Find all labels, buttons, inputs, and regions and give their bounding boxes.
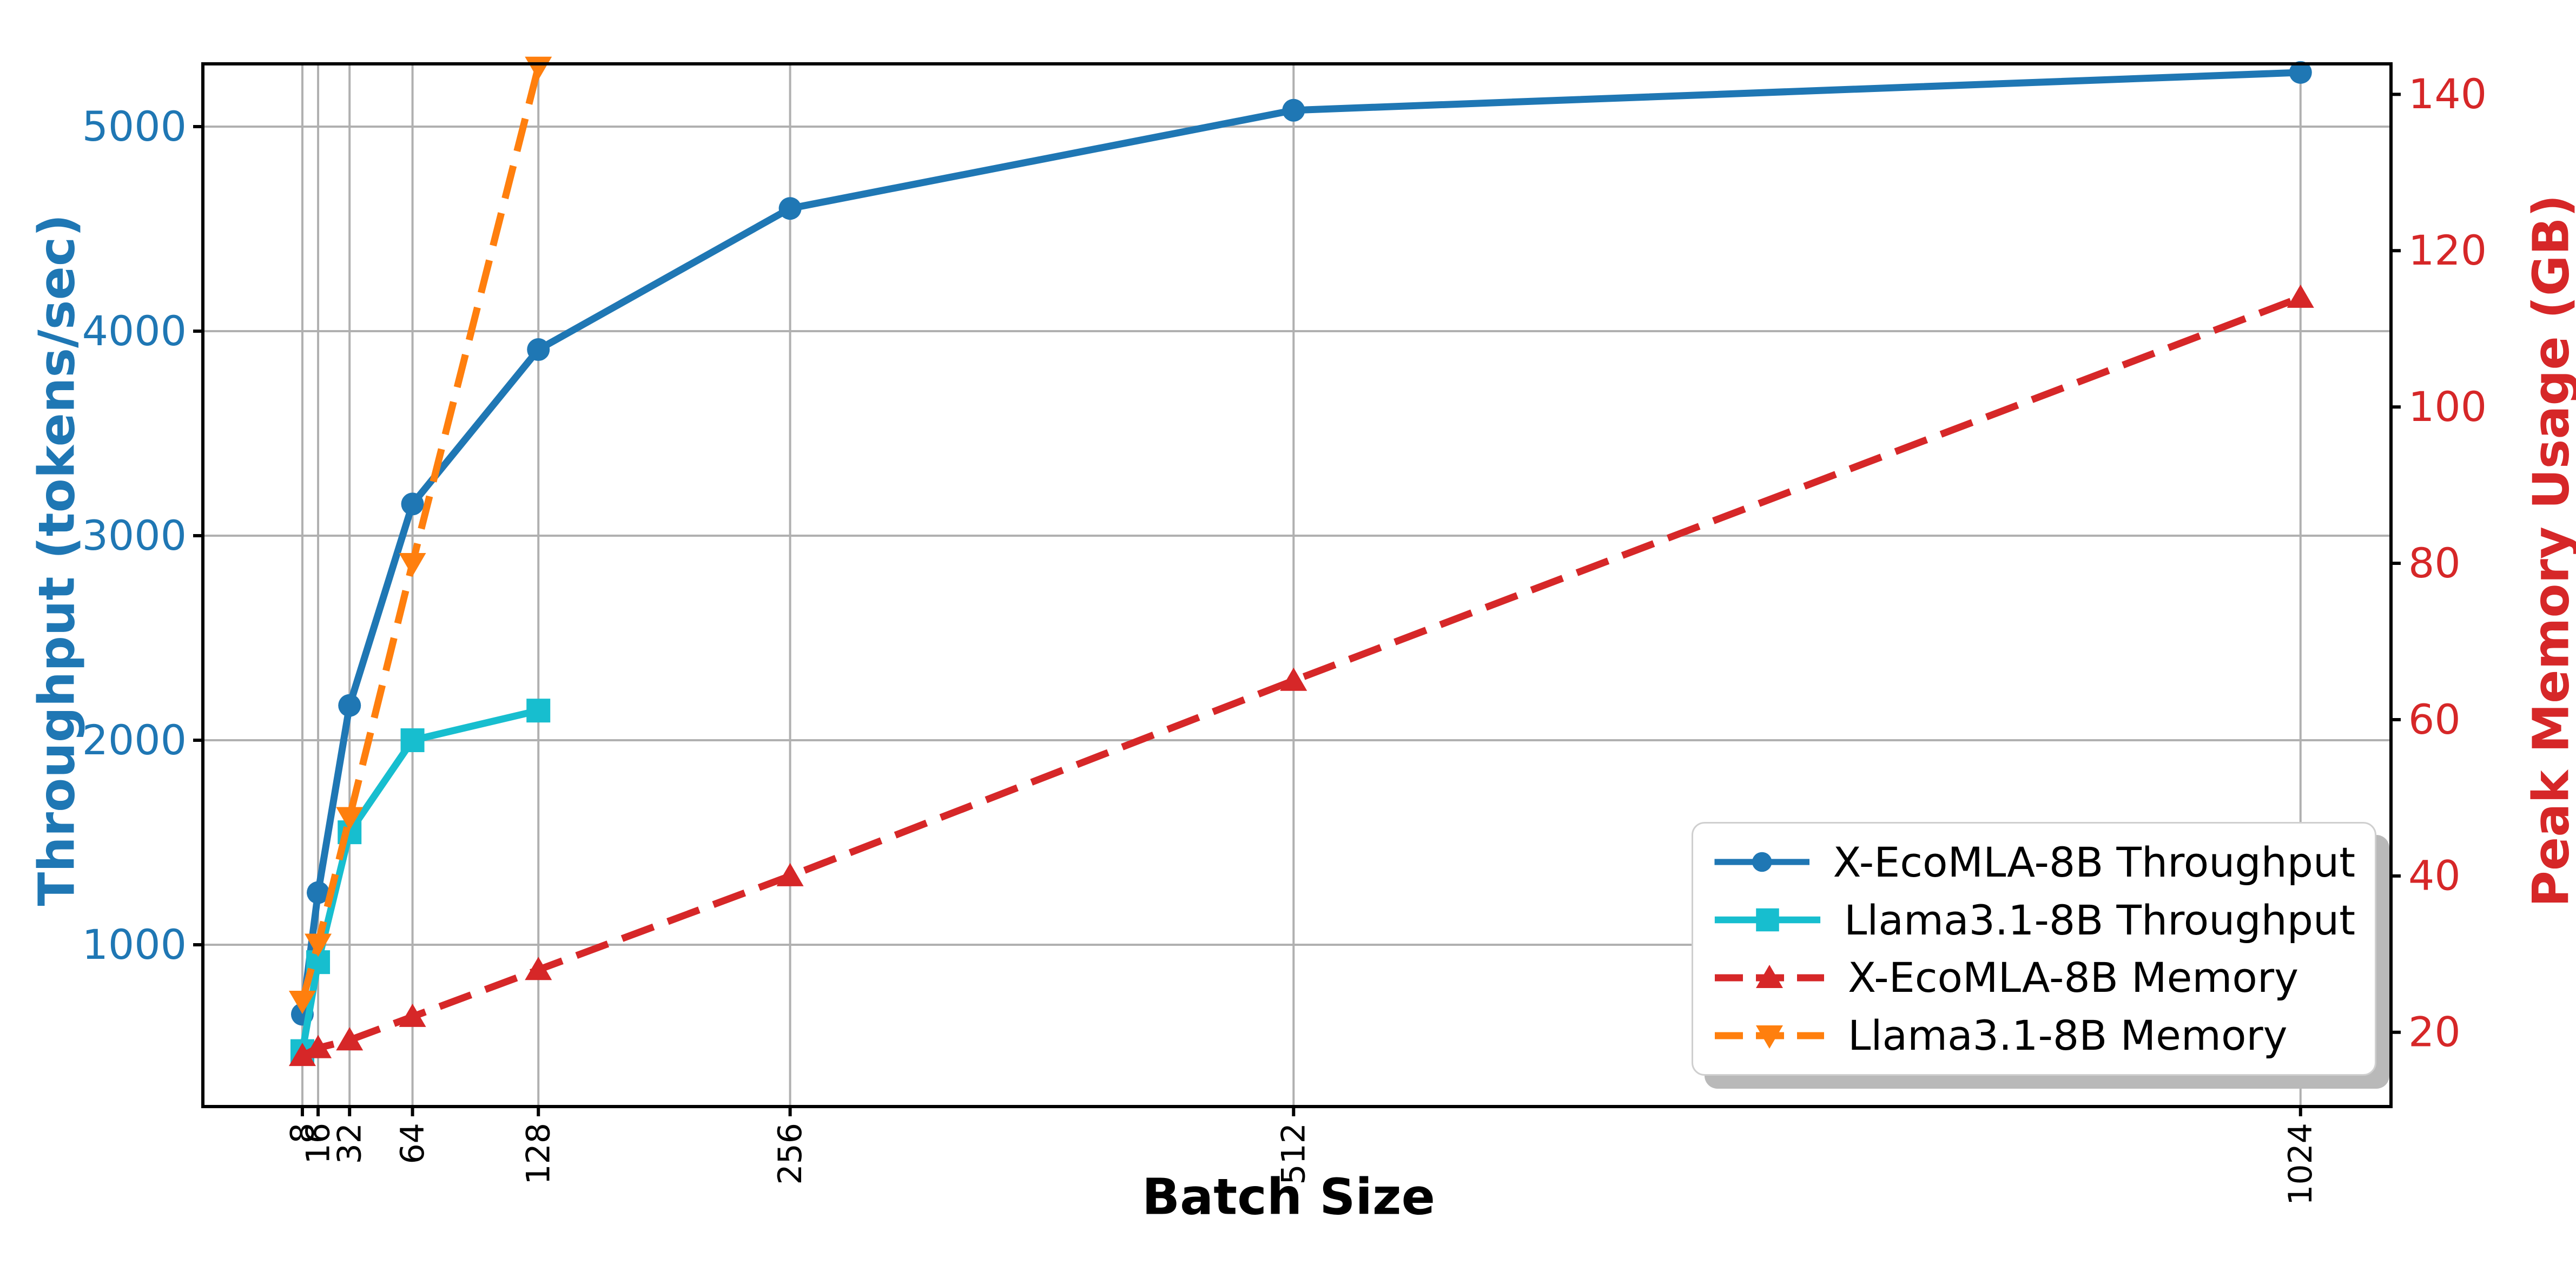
legend-glyph-square-icon	[1714, 908, 1821, 932]
series-marker-x-ecomla-8b-throughput	[527, 338, 550, 361]
series-marker-llama3-1-8b-memory	[336, 807, 364, 831]
y-axis-title-right: Peak Memory Usage (GB)	[2522, 194, 2576, 907]
series-marker-x-ecomla-8b-memory	[2287, 284, 2314, 308]
series-marker-x-ecomla-8b-memory	[525, 957, 552, 980]
x-tick-label: 16	[299, 1123, 337, 1164]
series-marker-x-ecomla-8b-memory	[305, 1035, 332, 1058]
y-right-tick-label: 100	[2408, 383, 2487, 431]
y-right-tick-label: 60	[2408, 695, 2461, 743]
y-right-tick-label: 120	[2408, 226, 2487, 274]
legend-glyph-triangle-up-icon	[1715, 964, 1824, 988]
series-marker-llama3-1-8b-throughput	[526, 699, 551, 723]
series-marker-x-ecomla-8b-throughput	[401, 492, 424, 516]
legend-label: X-EcoMLA-8B Memory	[1848, 953, 2299, 1002]
y-left-tick-label: 4000	[82, 307, 187, 355]
x-tick-label: 32	[331, 1123, 369, 1164]
x-tick-label: 512	[1275, 1123, 1313, 1185]
y-left-tick-label: 2000	[82, 716, 187, 764]
series-marker-x-ecomla-8b-throughput	[778, 197, 802, 220]
legend-item-x-ecomla-8b-memory: X-EcoMLA-8B Memory	[1713, 953, 2355, 1002]
y-left-tick-label: 1000	[82, 920, 187, 969]
series-marker-x-ecomla-8b-throughput	[338, 694, 361, 717]
y-right-tick-label: 40	[2408, 852, 2461, 900]
x-tick-label: 128	[520, 1123, 558, 1185]
legend: X-EcoMLA-8B Throughput Llama3.1-8B Throug…	[1692, 822, 2376, 1076]
y-axis-title-left: Throughput (tokens/sec)	[28, 214, 86, 906]
legend-label: X-EcoMLA-8B Throughput	[1833, 838, 2355, 886]
series-marker-llama3-1-8b-memory	[288, 990, 316, 1014]
series-marker-llama3-1-8b-memory	[525, 56, 552, 80]
series-marker-x-ecomla-8b-throughput	[1282, 98, 1305, 122]
y-left-tick-label: 3000	[82, 511, 187, 559]
x-tick-label: 8	[283, 1123, 321, 1143]
series-marker-x-ecomla-8b-memory	[399, 1003, 426, 1027]
series-marker-llama3-1-8b-memory	[305, 933, 332, 957]
plot-border	[201, 62, 2393, 1108]
series-marker-x-ecomla-8b-memory	[336, 1027, 364, 1051]
legend-label: Llama3.1-8B Throughput	[1844, 896, 2355, 944]
legend-item-x-ecomla-8b-throughput: X-EcoMLA-8B Throughput	[1713, 838, 2355, 886]
series-marker-x-ecomla-8b-throughput	[2289, 61, 2312, 84]
series-marker-x-ecomla-8b-memory	[288, 1043, 316, 1067]
x-axis-title: Batch Size	[1142, 1168, 1435, 1226]
legend-item-llama3-1-8b-memory: Llama3.1-8B Memory	[1713, 1011, 2355, 1059]
legend-glyph-circle-icon	[1714, 852, 1810, 872]
series-marker-llama3-1-8b-memory	[399, 553, 426, 577]
series-marker-x-ecomla-8b-throughput	[307, 881, 330, 904]
x-tick-label: 1024	[2282, 1123, 2320, 1206]
series-marker-x-ecomla-8b-memory	[776, 863, 804, 886]
series-marker-x-ecomla-8b-memory	[1280, 667, 1307, 691]
series-marker-llama3-1-8b-throughput	[400, 728, 425, 753]
y-right-tick-label: 140	[2408, 70, 2487, 118]
series-line-x-ecomla-8b-throughput	[299, 69, 2301, 1015]
legend-label: Llama3.1-8B Memory	[1848, 1011, 2288, 1060]
legend-glyph-triangle-down-icon	[1715, 1025, 1824, 1049]
series-line-llama3-1-8b-memory	[299, 66, 542, 1002]
x-tick-label: 256	[771, 1123, 809, 1185]
x-tick-label: 64	[394, 1123, 432, 1164]
legend-item-llama3-1-8b-throughput: Llama3.1-8B Throughput	[1713, 896, 2355, 944]
y-right-tick-label: 20	[2408, 1008, 2461, 1056]
y-right-tick-label: 80	[2408, 539, 2461, 587]
y-left-tick-label: 5000	[82, 102, 187, 150]
